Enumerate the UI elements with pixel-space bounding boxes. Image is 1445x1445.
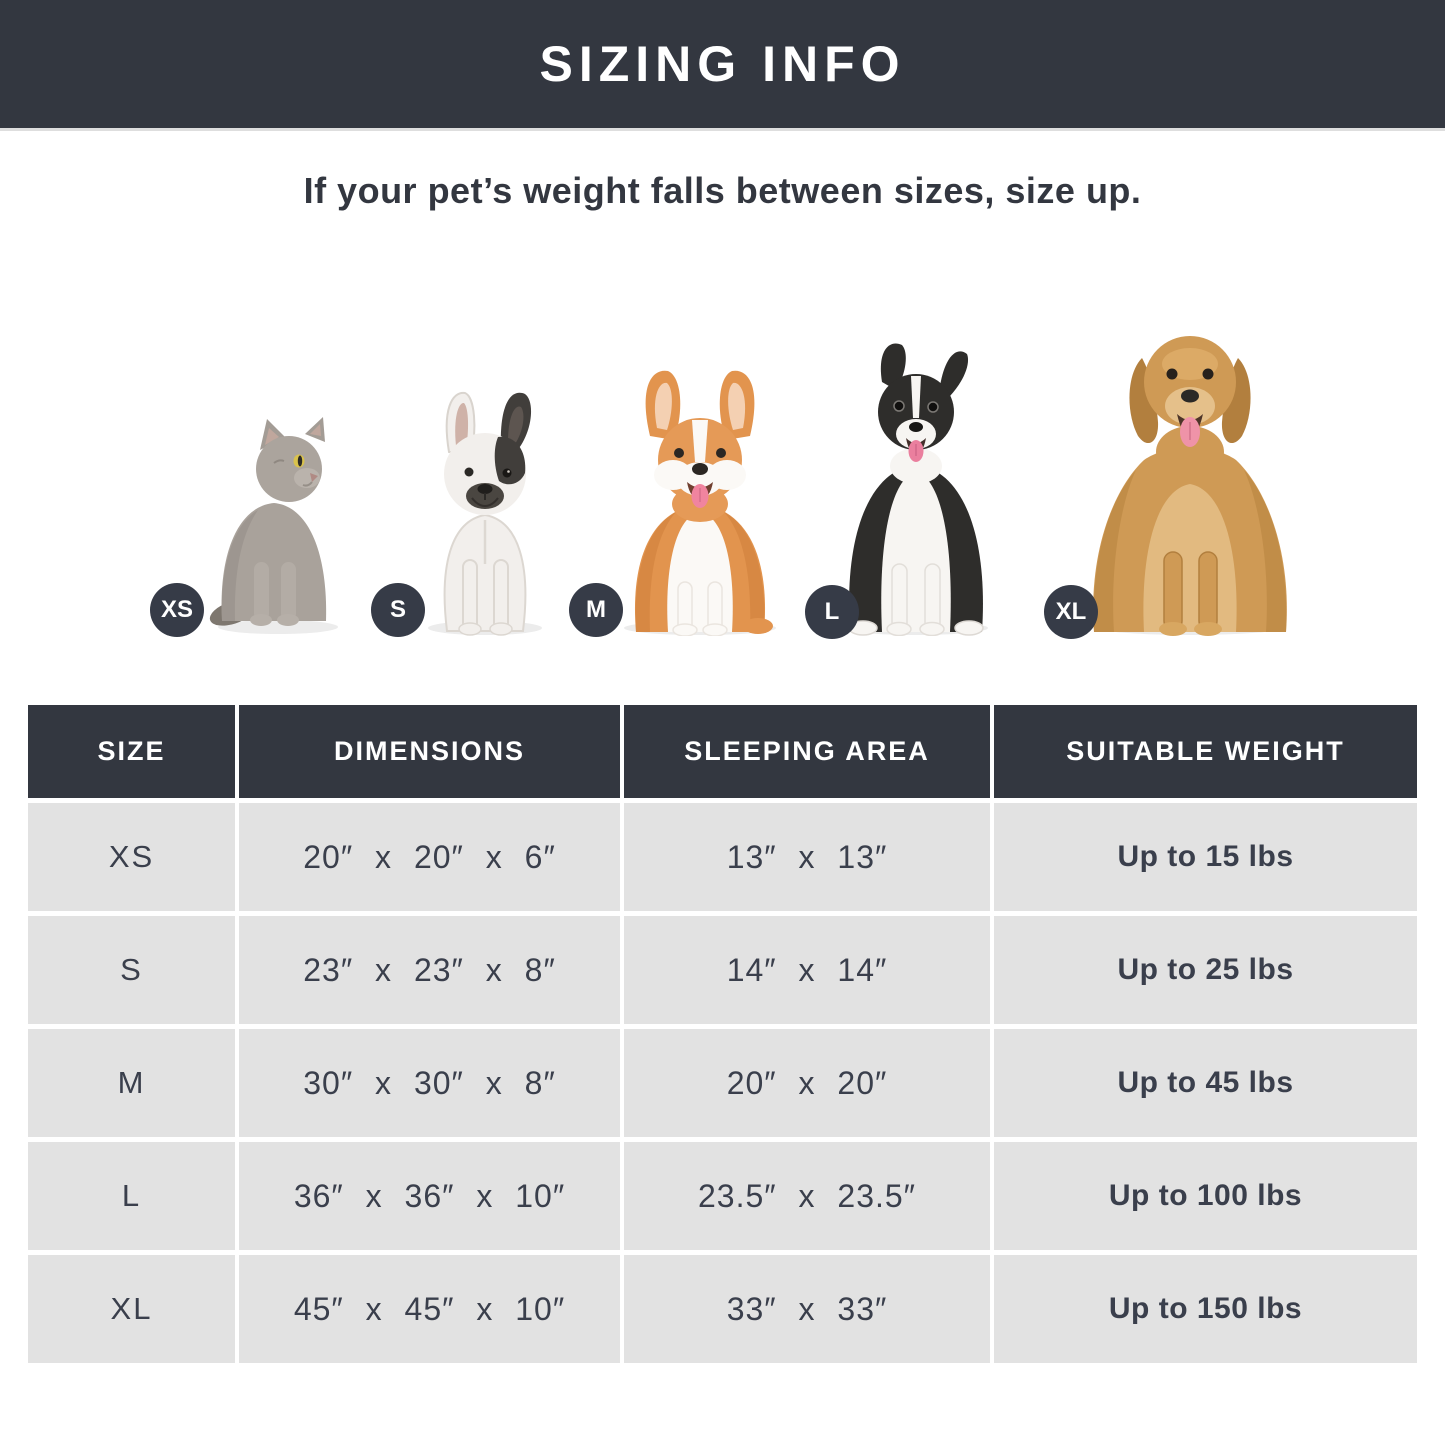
corgi-illustration [610, 362, 790, 636]
pet-size-lineup: XS S M L XL [0, 290, 1445, 650]
french-bulldog-illustration [415, 388, 555, 636]
cell-size: XL [28, 1255, 235, 1363]
corgi-icon [624, 370, 776, 636]
cell-suitable-weight: Up to 15 lbs [994, 803, 1417, 911]
cell-suitable-weight: Up to 25 lbs [994, 916, 1417, 1024]
cell-dimensions: 45″ x 45″ x 10″ [239, 1255, 620, 1363]
cat-illustration [208, 414, 343, 636]
column-header-suitable-weight: SUITABLE WEIGHT [994, 705, 1417, 798]
cell-sleeping-area: 33″ x 33″ [624, 1255, 990, 1363]
cell-sleeping-area: 13″ x 13″ [624, 803, 990, 911]
cell-suitable-weight: Up to 150 lbs [994, 1255, 1417, 1363]
page-title: SIZING INFO [539, 36, 906, 92]
cell-suitable-weight: Up to 45 lbs [994, 1029, 1417, 1137]
cat-icon [209, 417, 338, 634]
cell-suitable-weight: Up to 100 lbs [994, 1142, 1417, 1250]
cell-dimensions: 30″ x 30″ x 8″ [239, 1029, 620, 1137]
border-collie-illustration [828, 336, 1003, 636]
french-bulldog-icon [428, 391, 542, 636]
size-badge-xs: XS [150, 583, 204, 637]
golden-retriever-icon [1093, 336, 1287, 636]
cell-size: S [28, 916, 235, 1024]
cell-dimensions: 36″ x 36″ x 10″ [239, 1142, 620, 1250]
cell-size: L [28, 1142, 235, 1250]
cell-sleeping-area: 23.5″ x 23.5″ [624, 1142, 990, 1250]
cell-dimensions: 23″ x 23″ x 8″ [239, 916, 620, 1024]
cell-size: XS [28, 803, 235, 911]
cell-sleeping-area: 20″ x 20″ [624, 1029, 990, 1137]
column-header-size: SIZE [28, 705, 235, 798]
border-collie-icon [844, 343, 988, 636]
subtitle: If your pet’s weight falls between sizes… [303, 170, 1142, 211]
golden-retriever-illustration [1078, 302, 1303, 636]
size-badge-s: S [371, 583, 425, 637]
size-badge-xl: XL [1044, 585, 1098, 639]
cell-size: M [28, 1029, 235, 1137]
cell-dimensions: 20″ x 20″ x 6″ [239, 803, 620, 911]
title-bar: SIZING INFO [0, 0, 1445, 131]
column-header-sleeping-area: SLEEPING AREA [624, 705, 990, 798]
column-header-dimensions: DIMENSIONS [239, 705, 620, 798]
cell-sleeping-area: 14″ x 14″ [624, 916, 990, 1024]
size-badge-m: M [569, 583, 623, 637]
sizing-table: SIZE DIMENSIONS SLEEPING AREA SUITABLE W… [28, 705, 1417, 1363]
size-badge-l: L [805, 585, 859, 639]
